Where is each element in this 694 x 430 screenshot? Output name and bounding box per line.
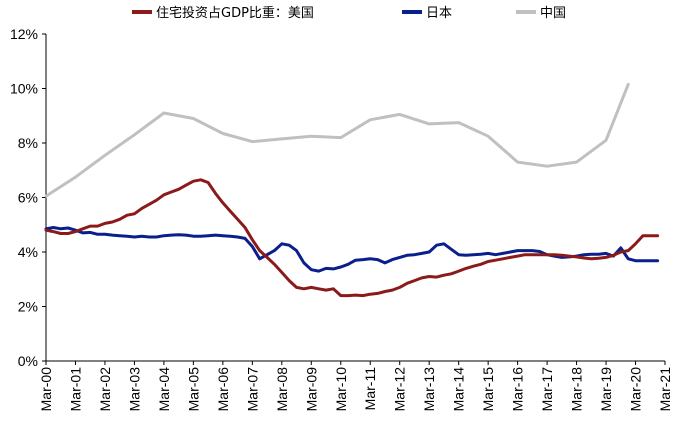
x-tick-label: Mar-19	[598, 367, 614, 412]
y-tick-label: 6%	[18, 190, 38, 206]
x-tick-label: Mar-02	[97, 367, 113, 412]
x-tick-label: Mar-15	[480, 367, 496, 412]
legend-label-japan: 日本	[426, 6, 452, 21]
x-tick-label: Mar-21	[657, 367, 673, 412]
x-tick-label: Mar-12	[392, 367, 408, 412]
x-tick-label: Mar-03	[126, 367, 142, 412]
y-tick-label: 4%	[18, 244, 38, 260]
x-tick-label: Mar-17	[539, 367, 555, 412]
legend-label-china: 中国	[540, 6, 566, 21]
x-tick-label: Mar-05	[185, 367, 201, 412]
x-tick-label: Mar-07	[244, 367, 260, 412]
legend-label-us: 住宅投资占GDP比重：美国	[156, 5, 314, 21]
legend-item-japan: 日本	[402, 6, 452, 21]
x-tick-label: Mar-11	[362, 367, 378, 411]
legend-item-us: 住宅投资占GDP比重：美国	[132, 5, 314, 21]
y-tick-label: 12%	[10, 26, 38, 42]
x-tick-label: Mar-16	[510, 367, 526, 412]
x-tick-label: Mar-00	[38, 367, 54, 412]
y-tick-label: 8%	[18, 135, 38, 151]
y-tick-label: 2%	[18, 299, 38, 315]
x-tick-label: Mar-18	[569, 367, 585, 412]
series-line-us	[44, 178, 660, 298]
series-line-china	[44, 82, 630, 198]
x-tick-label: Mar-04	[156, 367, 172, 412]
x-tick-label: Mar-20	[628, 367, 644, 412]
x-tick-label: Mar-01	[67, 367, 83, 412]
series-layer	[44, 82, 660, 298]
x-tick-label: Mar-08	[274, 367, 290, 412]
y-tick-label: 10%	[10, 81, 38, 97]
x-tick-label: Mar-14	[451, 367, 467, 412]
x-tick-label: Mar-10	[333, 367, 349, 412]
x-tick-label: Mar-13	[421, 367, 437, 412]
x-tick-label: Mar-09	[303, 367, 319, 412]
legend-item-china: 中国	[516, 6, 566, 21]
series-line-japan	[44, 226, 660, 273]
y-axis-ticks: 0% 2% 4% 6% 8% 10% 12%	[10, 26, 46, 369]
y-tick-label: 0%	[18, 353, 38, 369]
legend: 住宅投资占GDP比重：美国 日本 中国	[132, 5, 566, 21]
x-axis-ticks: Mar-00 Mar-01 Mar-02 Mar-03 Mar-04 Mar-05 Mar-…	[38, 361, 673, 411]
x-tick-label: Mar-06	[215, 367, 231, 412]
